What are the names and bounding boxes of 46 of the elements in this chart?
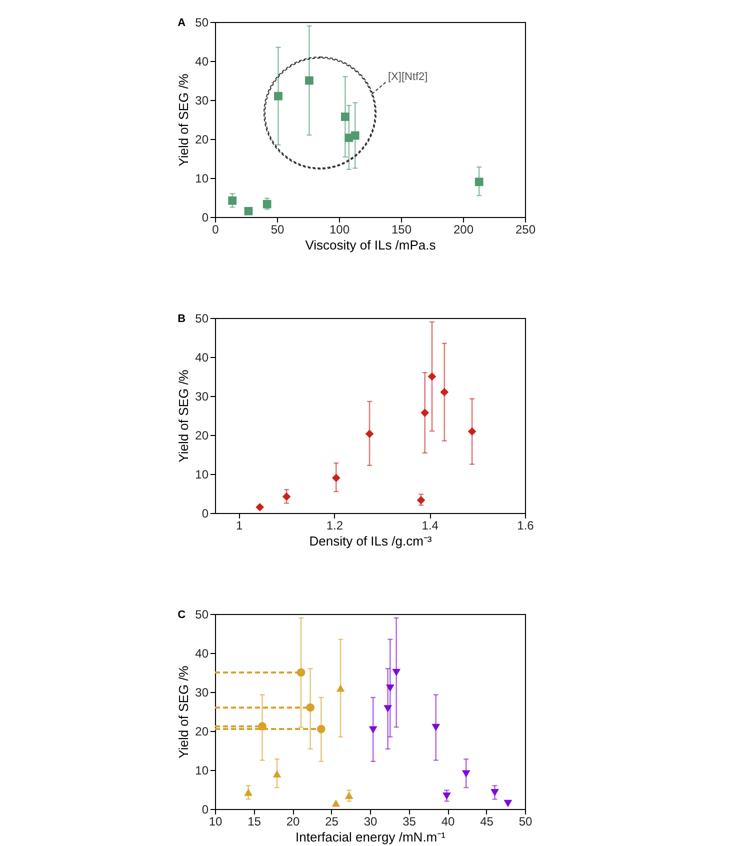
- annotation: [X][Ntf2]: [388, 71, 428, 83]
- y-tick-label: 20: [195, 132, 209, 146]
- y-tick-label: 50: [195, 312, 209, 326]
- y-tick-label: 30: [195, 390, 209, 404]
- x-tick-label: 25: [325, 814, 339, 828]
- y-axis-title: Yield of SEG /%: [176, 665, 192, 758]
- x-tick-label: 20: [286, 814, 300, 828]
- x-tick-label: 150: [391, 222, 412, 236]
- y-axis-title: Yield of SEG /%: [176, 73, 192, 166]
- x-tick-label: 40: [441, 814, 455, 828]
- y-tick-label: 0: [202, 506, 209, 520]
- y-tick-label: 30: [195, 94, 209, 108]
- chart-title: C: [178, 609, 186, 621]
- y-tick-label: 30: [195, 686, 209, 700]
- y-tick-label: 40: [195, 646, 209, 660]
- x-axis-title: Viscosity of ILs /mPa.s: [305, 238, 436, 252]
- chart-title: B: [178, 313, 186, 325]
- x-tick-label: 1.2: [326, 518, 344, 532]
- y-tick-label: 0: [202, 802, 209, 816]
- x-tick-label: 15: [248, 814, 262, 828]
- y-tick-label: 50: [195, 16, 209, 30]
- x-tick-label: 1: [236, 518, 243, 532]
- x-tick-label: 250: [515, 222, 536, 236]
- x-tick-label: 35: [402, 814, 416, 828]
- x-tick-label: 50: [518, 814, 532, 828]
- x-tick-label: 45: [480, 814, 494, 828]
- chart-title: A: [178, 17, 186, 29]
- y-tick-label: 50: [195, 608, 209, 622]
- x-tick-label: 1.4: [422, 518, 439, 532]
- y-tick-label: 10: [195, 468, 209, 482]
- y-tick-label: 10: [195, 764, 209, 778]
- x-tick-label: 50: [270, 222, 284, 236]
- y-tick-label: 0: [202, 210, 209, 224]
- x-axis-title: Interfacial energy /mN.m⁻¹: [296, 830, 446, 844]
- y-tick-label: 40: [195, 54, 209, 68]
- x-tick-label: 200: [453, 222, 474, 236]
- y-tick-label: 20: [195, 428, 209, 442]
- x-tick-label: 0: [212, 222, 220, 236]
- x-tick-label: 1.6: [517, 518, 534, 532]
- x-tick-label: 30: [364, 814, 378, 828]
- y-tick-label: 20: [195, 724, 209, 738]
- y-tick-label: 40: [195, 350, 209, 364]
- y-axis-title: Yield of SEG /%: [176, 369, 192, 462]
- y-tick-label: 10: [195, 172, 209, 186]
- x-axis-title: Density of ILs /g.cm⁻³: [309, 534, 432, 548]
- x-tick-label: 100: [329, 222, 350, 236]
